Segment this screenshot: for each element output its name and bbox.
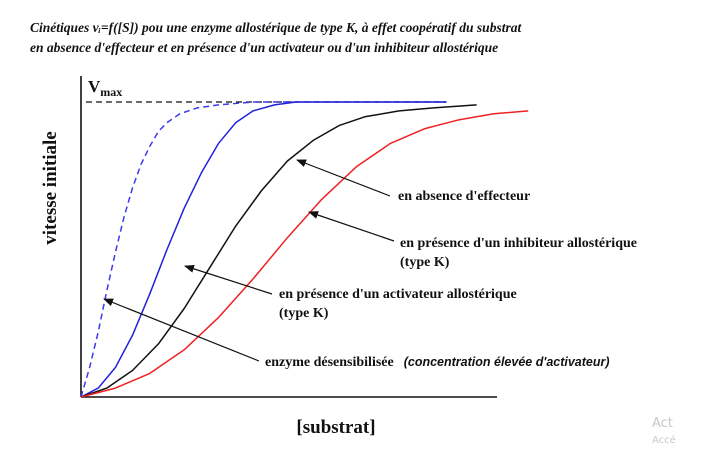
vmax-label: Vmax [88, 77, 122, 99]
annotation-inhibiteur-line-2: (type K) [400, 255, 450, 270]
vmax-label-sub: max [100, 85, 122, 99]
series-line-0 [80, 101, 447, 398]
x-axis-label: [substrat] [296, 417, 375, 438]
series-line-3 [80, 110, 529, 398]
arrow-absence-effecteur [296, 159, 391, 197]
arrow-inhibiteur [308, 211, 395, 242]
series-layer [80, 101, 529, 398]
chart-title-line-1: Cinétiques vᵢ=f([S]) pou une enzyme allo… [30, 20, 522, 35]
watermark-line-1: Act [652, 416, 673, 431]
chart-title-line-2: en absence d'effecteur et en présence d'… [30, 40, 498, 55]
arrow-activateur [184, 264, 273, 295]
arrow-desensibilisee [103, 298, 260, 362]
y-axis-label: vitesse initiale [40, 131, 61, 244]
vmax-label-main: V [88, 77, 101, 96]
annotation-desensibilisee-main: enzyme désensibilisée [265, 355, 394, 370]
series-line-2 [80, 104, 477, 398]
annotation-activateur-line-1: en présence d'un activateur allostérique [279, 287, 517, 302]
annotation-desensibilisee-italic: (concentration élevée d'activateur) [404, 355, 610, 369]
annotation-activateur-line-2: (type K) [279, 306, 329, 321]
watermark-line-2: Accé [652, 434, 676, 446]
annotation-inhibiteur-line-1: en présence d'un inhibiteur allostérique [400, 236, 637, 251]
annotation-absence-effecteur: en absence d'effecteur [398, 189, 530, 204]
series-line-1 [80, 101, 447, 398]
annotation-desensibilisee: enzyme désensibilisée (concentration élev… [265, 355, 610, 370]
